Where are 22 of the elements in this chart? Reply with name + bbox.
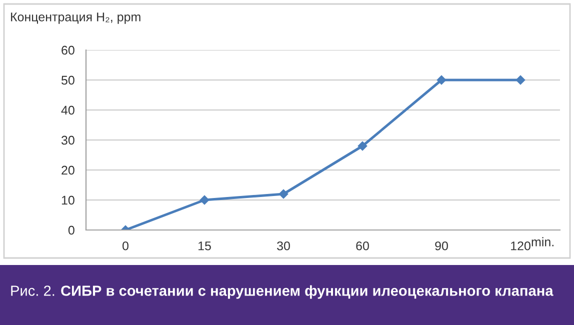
point (436, 75, 446, 85)
y-tick-label: 0 (68, 226, 74, 235)
point (278, 189, 288, 199)
text: Рис. 2. (11, 286, 54, 296)
y-tick-label: 60 (62, 46, 74, 55)
y-tick-label: 30 (61, 136, 74, 145)
y-tick-label: 40 (61, 106, 74, 115)
x-tick-label: 0 (122, 241, 128, 250)
x-axis-title: min. (532, 237, 554, 246)
x-tick-label: 120 (511, 241, 530, 250)
y-tick-label: 50 (61, 76, 74, 85)
x-tick-label: 90 (435, 241, 448, 250)
x-tick-label: 30 (277, 241, 290, 250)
x-tick-label: 15 (198, 242, 211, 250)
x-tick-label: 60 (356, 241, 369, 250)
point (516, 75, 526, 85)
y-tick-label: 10 (62, 196, 74, 205)
point (200, 195, 210, 205)
y-tick-label: 20 (62, 166, 74, 175)
y-axis-title: Концентрация H₂, ppm (11, 12, 140, 24)
text: СИБР в сочетании с нарушением функции илеоцекального клапана (61, 285, 554, 299)
point (358, 141, 368, 151)
